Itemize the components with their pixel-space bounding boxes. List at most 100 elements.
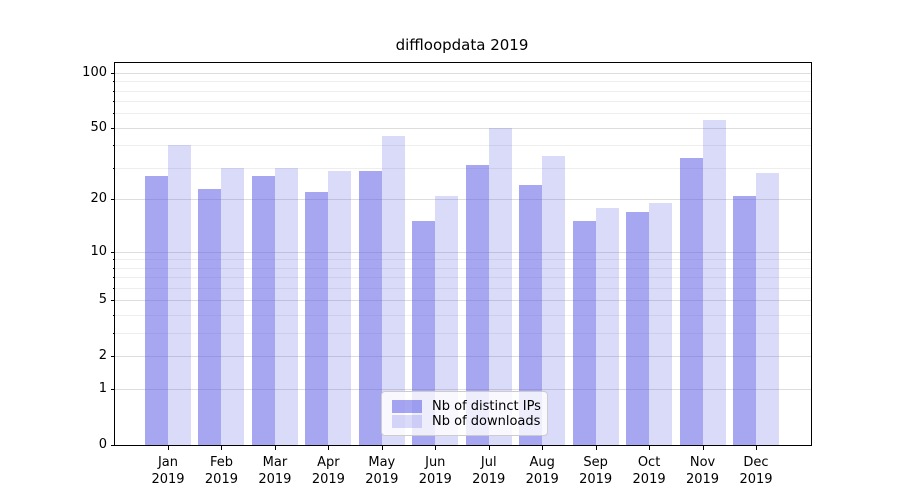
bar-distinct-ips: [465, 165, 489, 445]
gridline-minor: [115, 81, 811, 83]
y-tick-label: 10: [90, 243, 107, 259]
bar-downloads: [168, 145, 191, 445]
y-minor-tick-mark: [113, 277, 115, 279]
bar-downloads: [435, 195, 459, 445]
gridline-minor: [115, 145, 811, 147]
y-minor-tick-mark: [113, 259, 115, 261]
legend-row-distinct-ips: Nb of distinct IPs: [392, 399, 541, 414]
y-minor-tick-mark: [113, 315, 115, 317]
gridline-major: [115, 251, 811, 253]
legend-swatch-distinct-ips: [392, 400, 422, 413]
x-tick-label: Sep 2019: [579, 455, 613, 487]
y-minor-tick-mark: [113, 101, 115, 103]
bar-distinct-ips: [679, 158, 703, 445]
y-tick-mark: [111, 389, 115, 391]
x-tick-mark: [756, 446, 757, 450]
bar-downloads: [221, 168, 245, 445]
gridline-minor: [115, 315, 811, 317]
x-tick-mark: [274, 446, 276, 450]
bar-distinct-ips: [305, 192, 329, 445]
y-minor-tick-mark: [113, 81, 115, 83]
y-minor-tick-mark: [113, 333, 115, 335]
legend-row-downloads: Nb of downloads: [392, 414, 541, 429]
legend-label-downloads: Nb of downloads: [432, 414, 541, 429]
bar-distinct-ips: [626, 211, 650, 445]
gridline-minor: [115, 259, 811, 261]
x-tick-label: Mar 2019: [258, 455, 292, 487]
bar-downloads: [274, 168, 298, 445]
gridline-minor: [115, 168, 811, 170]
y-tick-label: 100: [82, 64, 107, 80]
x-tick-label: Jan 2019: [151, 455, 185, 487]
x-tick-mark: [381, 446, 383, 450]
x-tick-mark: [702, 446, 704, 450]
y-tick-label: 5: [98, 292, 107, 308]
gridline-major: [115, 199, 811, 201]
x-tick-label: Oct 2019: [632, 455, 666, 487]
y-tick-label: 1: [98, 381, 107, 397]
y-minor-tick-mark: [113, 145, 115, 147]
gridline-major: [115, 389, 811, 391]
x-tick-label: May 2019: [365, 455, 399, 487]
x-tick-label: Dec 2019: [739, 455, 773, 487]
x-tick-label: Feb 2019: [204, 455, 238, 487]
gridline-minor: [115, 267, 811, 269]
gridline-minor: [115, 101, 811, 103]
x-tick-mark: [649, 446, 651, 450]
y-tick-mark: [111, 300, 115, 302]
gridline-minor: [115, 277, 811, 279]
chart-title: diffloopdata 2019: [395, 36, 529, 54]
y-minor-tick-mark: [113, 113, 115, 115]
y-tick-label: 20: [90, 191, 107, 207]
legend: Nb of distinct IPs Nb of downloads: [381, 391, 548, 436]
gridline-major: [115, 356, 811, 358]
x-tick-label: Nov 2019: [685, 455, 720, 487]
bar-downloads: [542, 155, 566, 445]
x-tick-mark: [595, 446, 597, 450]
y-tick-mark: [111, 356, 115, 358]
bar-distinct-ips: [251, 176, 275, 445]
y-minor-tick-mark: [113, 90, 115, 92]
plot-area: 100 50 20 10 5 2 1 0 Jan 2019 Feb 2019 Mar 2019 Apr…: [82, 62, 812, 487]
legend-swatch-downloads: [392, 415, 422, 428]
bar-downloads: [702, 120, 726, 445]
y-tick-mark: [111, 127, 115, 129]
x-tick-label: Aug 2019: [525, 455, 559, 487]
x-tick-mark: [542, 446, 544, 450]
bar-downloads: [381, 136, 405, 445]
x-tick-label: Jul 2019: [472, 455, 506, 487]
bar-downloads: [649, 203, 673, 445]
y-tick-mark: [111, 199, 115, 201]
bar-downloads: [756, 173, 779, 445]
x-tick-mark: [168, 446, 169, 450]
y-tick-label: 0: [98, 437, 107, 452]
bar-distinct-ips: [198, 188, 222, 445]
bar-downloads: [328, 170, 352, 445]
x-tick-mark: [221, 446, 223, 450]
y-minor-tick-mark: [113, 267, 115, 269]
gridline-minor: [115, 90, 811, 92]
gridline-minor: [115, 288, 811, 290]
bar-distinct-ips: [733, 195, 756, 445]
y-minor-tick-mark: [113, 288, 115, 290]
y-tick-mark: [111, 72, 115, 74]
x-tick-mark: [488, 446, 490, 450]
x-tick-label: Jun 2019: [418, 455, 452, 487]
bar-downloads: [488, 127, 512, 445]
bar-distinct-ips: [412, 221, 436, 445]
bar-distinct-ips: [519, 185, 543, 445]
y-tick-mark: [111, 445, 115, 446]
x-tick-mark: [328, 446, 330, 450]
bar-downloads: [595, 207, 619, 445]
gridline-major: [115, 127, 811, 129]
y-tick-label: 2: [98, 348, 107, 364]
bar-distinct-ips: [358, 170, 382, 445]
bar-distinct-ips: [572, 221, 596, 445]
x-tick-mark: [435, 446, 437, 450]
y-tick-label: 50: [90, 119, 107, 135]
gridline-major: [115, 72, 811, 74]
x-tick-label: Apr 2019: [311, 455, 345, 487]
y-tick-mark: [111, 251, 115, 253]
bar-distinct-ips: [145, 176, 168, 445]
